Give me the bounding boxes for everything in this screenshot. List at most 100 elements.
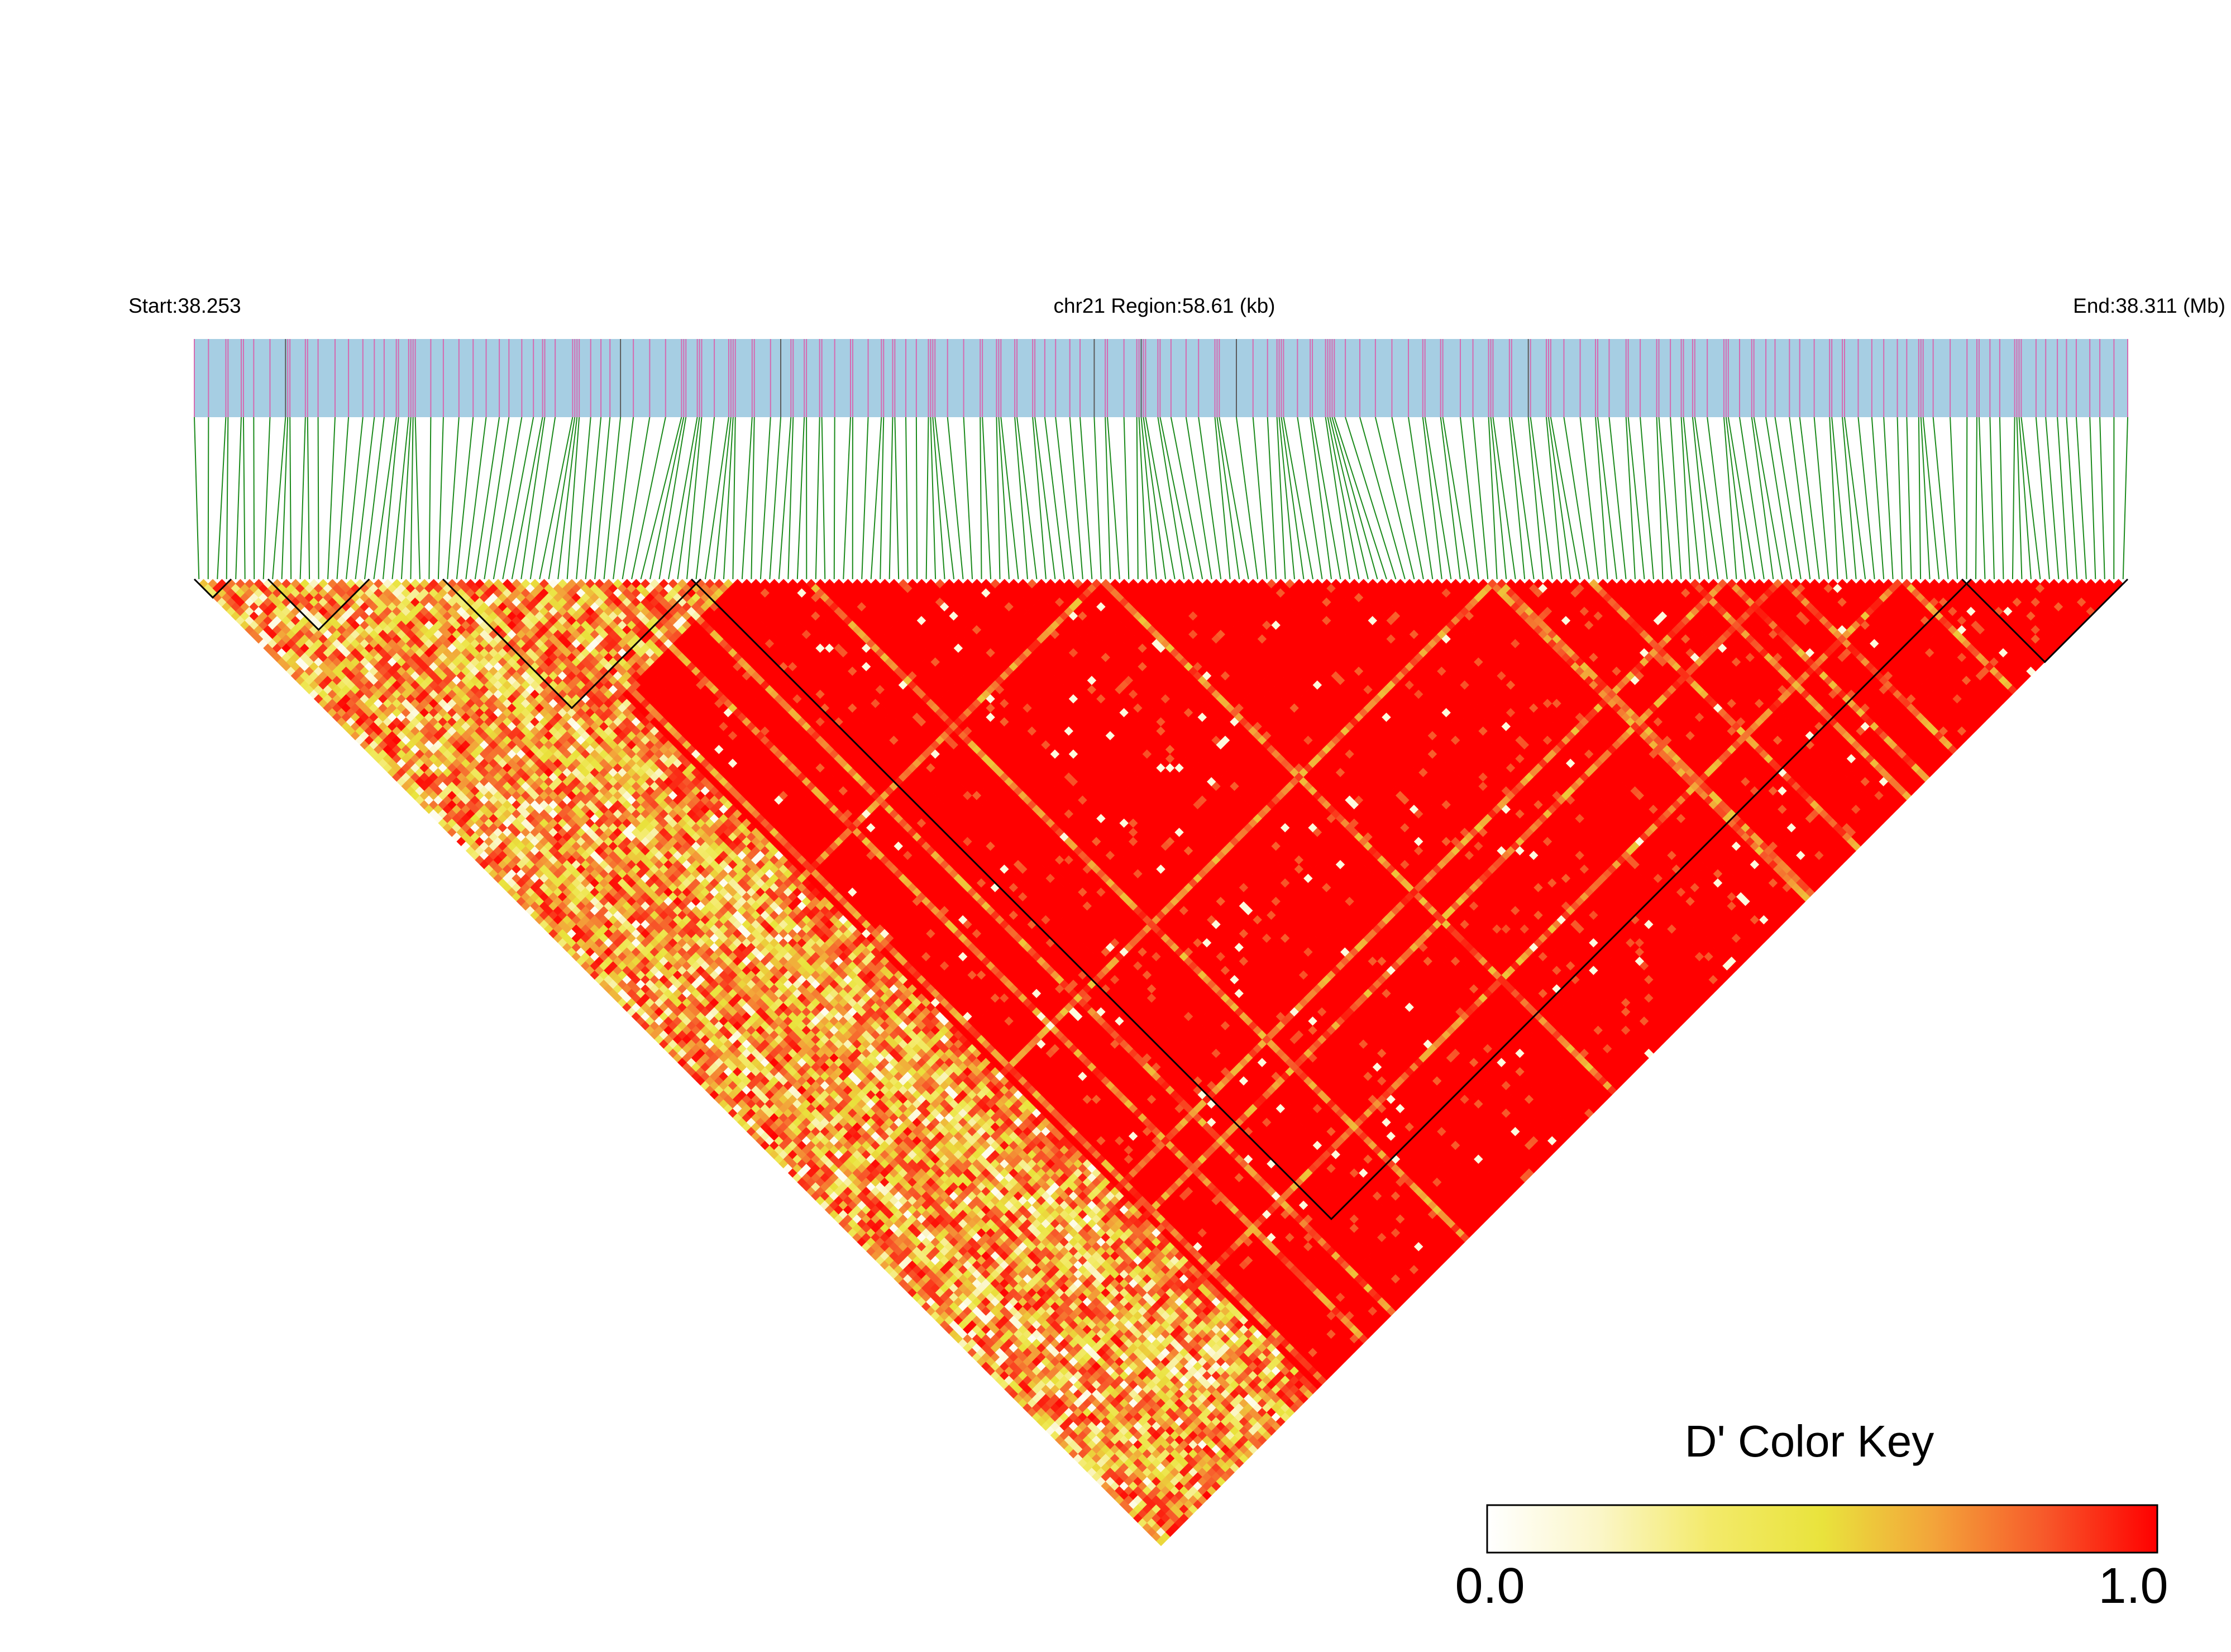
snp-connector xyxy=(2076,417,2086,579)
snp-connector xyxy=(1789,417,1810,579)
snp-connector xyxy=(1236,417,1258,579)
snp-connector xyxy=(895,417,899,579)
snp-connector xyxy=(1312,417,1340,579)
snp-connector xyxy=(822,417,825,579)
snp-connector xyxy=(761,417,771,579)
snp-connector xyxy=(595,417,610,579)
snp-connector xyxy=(1094,417,1101,579)
snp-connector xyxy=(2123,417,2128,579)
snp-connector xyxy=(1659,417,1672,579)
snp-connector xyxy=(2090,417,2095,579)
snp-connector xyxy=(996,417,1000,579)
snp-connector xyxy=(1310,417,1331,579)
snp-connector xyxy=(1976,417,1977,579)
snp-connector xyxy=(742,417,752,579)
snp-connector xyxy=(1330,417,1368,579)
snp-connector xyxy=(337,417,349,579)
snp-connector xyxy=(236,417,241,579)
snp-connector xyxy=(1979,417,1985,579)
snp-connector xyxy=(1334,417,1387,579)
snp-connector xyxy=(1035,417,1055,579)
snp-connector xyxy=(521,417,544,579)
snp-connector xyxy=(1884,417,1893,579)
snp-connector xyxy=(1933,417,1948,579)
ld-cell-group xyxy=(199,579,2123,1546)
snp-connector xyxy=(308,417,309,579)
snp-connector xyxy=(1724,417,1736,579)
snp-connector xyxy=(604,417,620,579)
snp-connector xyxy=(797,417,804,579)
snp-connector xyxy=(613,417,633,579)
snp-connector xyxy=(880,417,883,579)
snp-connector xyxy=(871,417,882,579)
snp-connector xyxy=(1070,417,1083,579)
snp-connector xyxy=(1907,417,1911,579)
snp-connector xyxy=(906,417,908,579)
snp-connector xyxy=(641,417,682,579)
snp-connector xyxy=(1460,417,1479,579)
snp-connector xyxy=(632,417,666,579)
region-title: chr21 Region:58.61 (kb) xyxy=(1054,294,1275,317)
snp-connector xyxy=(2100,417,2105,579)
snp-connector xyxy=(982,417,991,579)
snp-connector xyxy=(2000,417,2004,579)
snp-connector xyxy=(1268,417,1276,579)
snp-connector xyxy=(1360,417,1405,579)
snp-connector xyxy=(1137,417,1138,579)
snp-connector xyxy=(438,417,443,579)
snp-connector xyxy=(512,417,543,579)
snp-connector xyxy=(328,417,335,579)
snp-connector xyxy=(227,417,228,579)
snp-connector xyxy=(1919,417,1921,579)
snp-connector xyxy=(650,417,684,579)
snp-connector xyxy=(1598,417,1617,579)
snp-connector xyxy=(2013,417,2015,579)
snp-connector xyxy=(1441,417,1460,579)
snp-connector xyxy=(282,417,288,579)
snp-connector xyxy=(1707,417,1727,579)
snp-connector xyxy=(843,417,851,579)
snp-connector xyxy=(770,417,781,579)
snp-connector xyxy=(567,417,580,579)
snp-connector xyxy=(1033,417,1046,579)
snp-connector xyxy=(1551,417,1580,579)
snp-connector xyxy=(300,417,305,579)
snp-connector xyxy=(890,417,893,579)
snp-connector xyxy=(1898,417,1903,579)
snp-connector xyxy=(429,417,431,579)
snp-connector xyxy=(217,417,226,579)
snp-connector xyxy=(1253,417,1267,579)
snp-connector xyxy=(1609,417,1626,579)
snp-connector xyxy=(1990,417,1994,579)
snp-connector xyxy=(1872,417,1884,579)
snp-connector xyxy=(346,417,363,579)
snp-connector xyxy=(447,417,458,579)
snp-connector xyxy=(273,417,285,579)
snp-connector-group xyxy=(194,417,2128,579)
snp-connector xyxy=(194,417,199,579)
snp-position-track xyxy=(194,339,2128,417)
snp-connector xyxy=(318,417,319,579)
snp-connector xyxy=(475,417,499,579)
snp-connector xyxy=(1015,417,1028,579)
snp-connector xyxy=(1657,417,1663,579)
snp-connector xyxy=(751,417,754,579)
snp-connector xyxy=(1423,417,1442,579)
snp-connector xyxy=(1845,417,1865,579)
snp-connector xyxy=(916,417,917,579)
snp-connector xyxy=(1124,417,1129,579)
snp-connector xyxy=(484,417,509,579)
snp-connector xyxy=(1754,417,1783,579)
region-start-label: Start:38.253 xyxy=(128,294,241,317)
snp-connector xyxy=(1580,417,1599,579)
snp-connector xyxy=(415,417,420,579)
snp-connector xyxy=(1055,417,1073,579)
region-end-label: End:38.311 (Mb) xyxy=(2073,294,2225,317)
snp-connector xyxy=(1045,417,1064,579)
snp-connector xyxy=(549,417,575,579)
snp-connector xyxy=(733,417,735,579)
snp-connector xyxy=(290,417,291,579)
snp-connector xyxy=(1595,417,1607,579)
snp-connector xyxy=(964,417,972,579)
